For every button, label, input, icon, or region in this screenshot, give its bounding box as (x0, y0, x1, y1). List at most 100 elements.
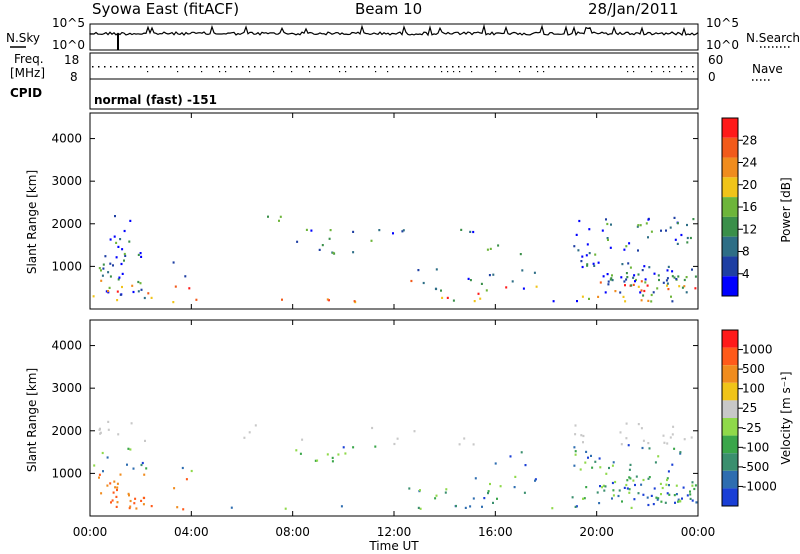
range-time-cell (675, 278, 678, 281)
range-time-cell (112, 491, 115, 494)
range-time-cell (352, 446, 355, 449)
noise-panel-frame (89, 23, 699, 51)
velocity-colorbar-tick-label: 100 (742, 382, 765, 396)
noise-tick-bottom-left: 10^0 (52, 38, 85, 52)
range-time-cell (181, 466, 184, 470)
velocity-colorbar-tick-label: -1000 (742, 479, 777, 493)
range-time-cell (605, 472, 608, 475)
range-time-cell (328, 237, 331, 240)
range-time-cell (686, 241, 689, 244)
range-time-cell (691, 268, 693, 271)
range-time-cell (673, 276, 676, 279)
freq-dot (254, 66, 256, 68)
freq-dot (488, 66, 490, 68)
station-title: Syowa East (fitACF) (92, 0, 239, 18)
freq-dot (338, 66, 340, 68)
freq-dot (308, 66, 310, 68)
range-time-cell (105, 290, 108, 293)
freq-dot (590, 66, 592, 68)
range-time-cell (666, 284, 668, 287)
range-time-cell (172, 301, 175, 304)
range-time-cell (321, 244, 324, 247)
range-time-cell (123, 229, 126, 233)
range-time-cell (140, 255, 143, 258)
freq-dot (626, 66, 628, 68)
range-time-cell (487, 492, 489, 495)
range-time-cell (352, 251, 355, 254)
range-time-cell (614, 290, 617, 293)
range-time-cell (620, 443, 623, 446)
range-time-cell (469, 279, 472, 282)
range-time-cell (657, 497, 660, 500)
range-time-cell (633, 274, 636, 277)
range-time-cell (588, 252, 591, 255)
range-time-cell (606, 273, 609, 276)
range-time-cell (577, 249, 580, 252)
range-time-cell (99, 432, 102, 435)
range-time-cell (396, 437, 399, 440)
range-time-cell (612, 494, 615, 497)
range-time-cell (114, 215, 116, 218)
range-time-cell (662, 434, 665, 437)
freq-dot (236, 66, 238, 68)
freq-dot (662, 66, 664, 68)
power-colorbar-tick-label: 8 (742, 245, 750, 259)
range-time-cell (694, 484, 697, 487)
nave-dot (441, 71, 443, 73)
range-time-cell (681, 497, 683, 500)
range-time-cell (524, 464, 527, 467)
range-time-cell (685, 291, 688, 294)
range-time-cell (121, 248, 124, 251)
range-time-cell (671, 270, 674, 273)
range-time-cell (126, 463, 128, 466)
range-time-cell (676, 242, 679, 245)
range-time-cell (115, 256, 118, 259)
range-time-cell (626, 276, 629, 279)
range-time-cell (637, 285, 640, 288)
range-time-cell (106, 484, 109, 487)
range-time-cell (129, 505, 132, 508)
range-time-cell (123, 252, 126, 256)
freq-dot (260, 66, 262, 68)
range-time-cell (100, 269, 102, 272)
range-time-cell (686, 236, 689, 240)
freq-dot (302, 66, 304, 68)
range-time-cell (344, 452, 347, 455)
range-time-cell (434, 497, 437, 500)
range-time-cell (284, 507, 287, 510)
range-time-cell (647, 299, 650, 302)
velocity-colorbar-tick-label: 500 (742, 362, 765, 376)
range-time-cell (634, 483, 636, 487)
range-time-cell (639, 291, 642, 294)
range-time-cell (628, 488, 631, 491)
range-time-cell (591, 466, 594, 469)
range-time-cell (612, 461, 615, 464)
range-time-cell (611, 279, 614, 282)
range-time-cell (509, 455, 512, 458)
range-time-cell (637, 423, 640, 426)
range-time-cell (636, 225, 639, 228)
freq-dot (470, 66, 472, 68)
range-time-cell (628, 468, 631, 471)
range-time-cell (469, 230, 472, 233)
range-time-cell (594, 253, 597, 256)
time-tick-label: 00:00 (681, 525, 716, 539)
range-time-cell (463, 437, 466, 440)
range-time-cell (129, 219, 132, 222)
freq-dot (560, 66, 562, 68)
range-time-cell (650, 293, 653, 297)
power-colorbar-tick-label: 20 (742, 178, 757, 192)
velocity-colorbar-swatch (722, 330, 738, 348)
range-time-cell (672, 425, 675, 428)
range-time-cell (666, 492, 669, 495)
power-colorbar-tick-label: 24 (742, 156, 757, 170)
time-tick-label: 12:00 (377, 525, 412, 539)
range-time-cell (628, 491, 631, 494)
power-ylabel: Slant Range [km] (25, 170, 39, 274)
power-colorbar-tick-label: 28 (742, 133, 757, 147)
range-time-cell (593, 264, 596, 267)
range-time-cell (656, 287, 659, 290)
freq-dot (620, 66, 622, 68)
range-time-cell (626, 479, 629, 482)
range-time-cell (514, 475, 517, 478)
